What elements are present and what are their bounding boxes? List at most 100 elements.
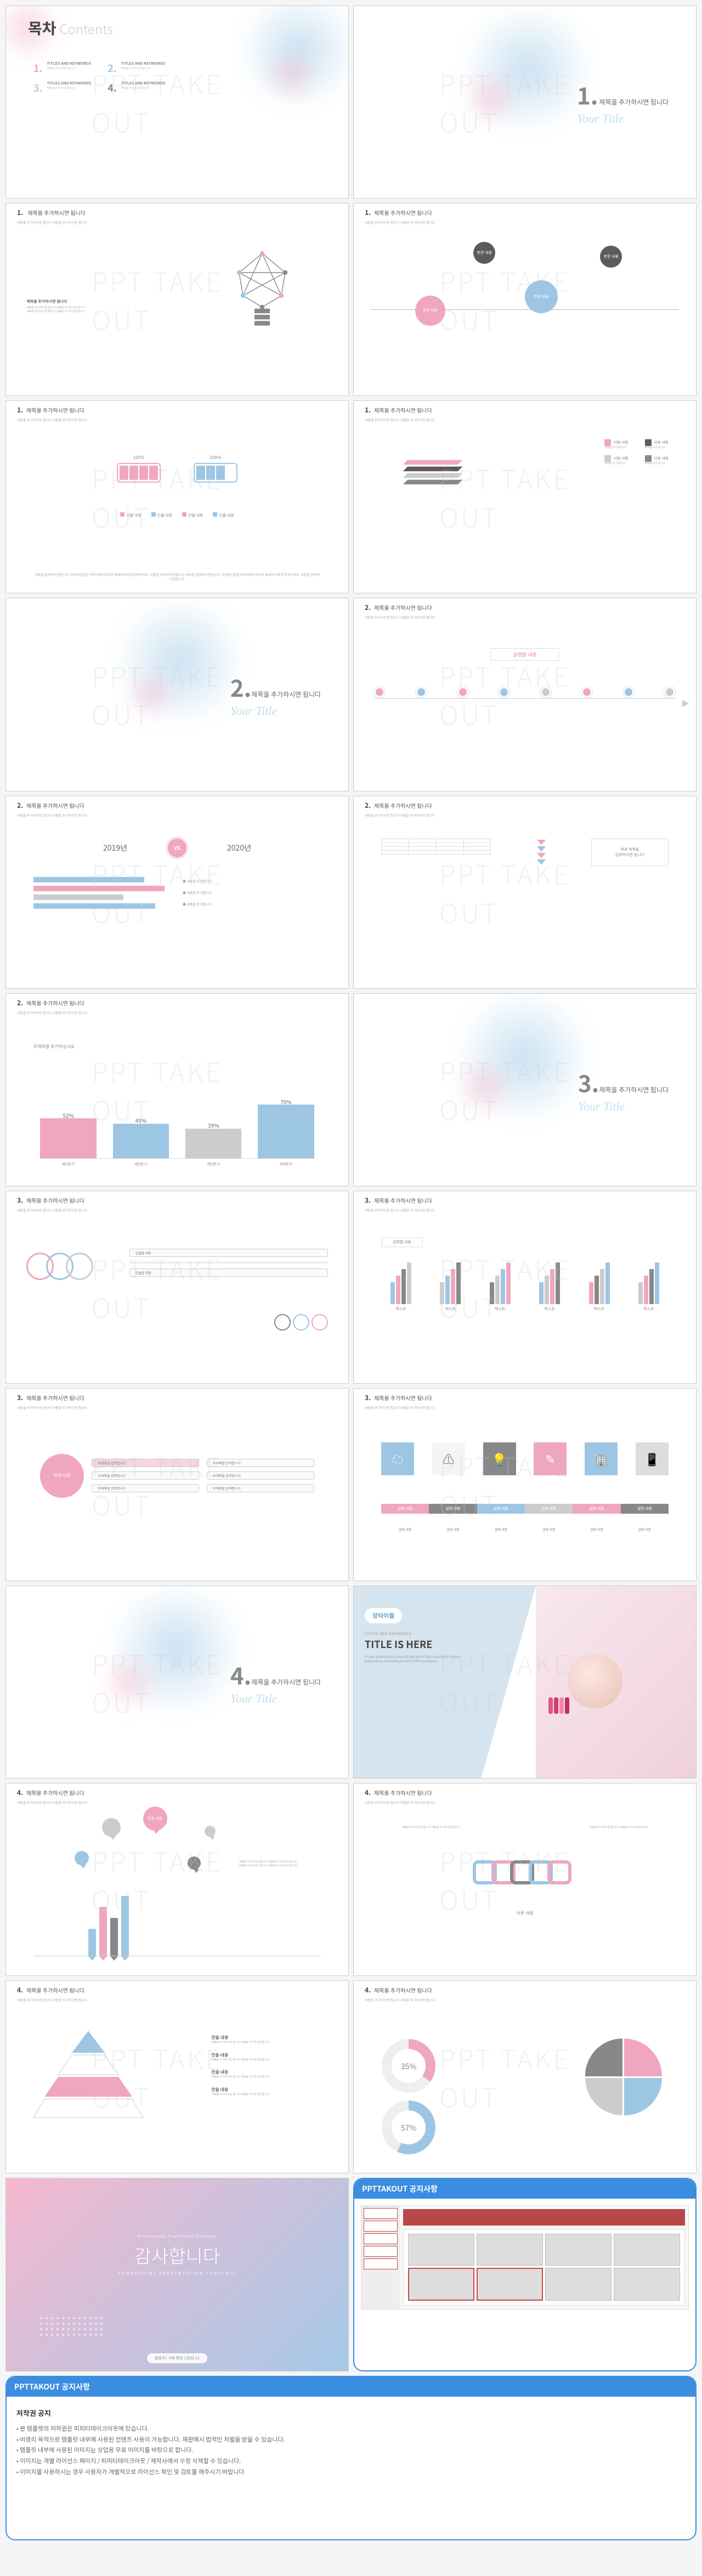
dot (46, 2323, 48, 2325)
vs-right: 2020년 (190, 842, 288, 853)
strip-label: 설명 내용 (429, 1504, 477, 1514)
slide-chapter: 장타이틀 TITLES AND KEYWORDS TITLE IS HERE P… (353, 1586, 697, 1779)
tree-branch: 부제목을 입력합니다 (92, 1459, 199, 1467)
donut-1: 35% (381, 2039, 436, 2093)
slide-timeline: 1.제목을 추가하시면 됩니다 내용을 추가하시면 됩니다 내용을 추가하시면 … (353, 203, 697, 396)
timeline-node: 본문 내용 (473, 242, 495, 264)
feature-icon: 💡 (483, 1442, 516, 1475)
toc-item: 4.TITLES AND KEYWORDS제목을 추가하시면 됩니다 (107, 81, 165, 95)
layer (403, 467, 462, 471)
dot (89, 2323, 92, 2325)
pyramid-row: 진술 내용내용을 추가하시면 됩니다 내용을 추가하시면 됩니다 (211, 2087, 321, 2097)
tree-branch: 부제목을 입력합니다 (92, 1471, 199, 1480)
icon-label: 설명 내용 (429, 1527, 477, 1532)
ppt-thumbs (361, 2206, 400, 2309)
chapter-desc: Proper preparation solves 80 percent of … (365, 1655, 474, 1664)
minibar-group: 텍스트 (431, 1260, 470, 1312)
slide-batteries: 1.제목을 추가하시면 됩니다내용을 추가하시면 됩니다 내용을 추가하시면 됩… (5, 400, 349, 593)
slide-section-3: 3.제목을 추가하시면 됩니다Your Title PPT TAKE OUT (353, 993, 697, 1186)
timeline-node: 본문 내용 (525, 280, 558, 313)
splash (266, 50, 315, 99)
dot (51, 2323, 53, 2325)
layer (403, 480, 462, 484)
slide-flow-timeline: 2.제목을 추가하시면 됩니다내용을 추가하시면 됩니다 내용을 추가하시면 됩… (353, 598, 697, 791)
chapter-sub: TITLES AND KEYWORDS (365, 1631, 525, 1636)
dot (100, 2323, 103, 2325)
bars-subtitle: 부제목을 추가하십시오 (33, 1044, 75, 1050)
feature-icon: ✎ (534, 1442, 567, 1475)
dot (40, 2328, 42, 2330)
bulb-icon (224, 246, 301, 338)
slide-bars: 2.제목을 추가하시면 됩니다내용을 추가하시면 됩니다 내용을 추가하시면 됩… (5, 993, 349, 1186)
flow-label: 진술할 내용 (129, 1249, 328, 1257)
strip-label: 설명 내용 (621, 1504, 669, 1514)
strip-label: 설명 내용 (525, 1504, 573, 1514)
notice-title: 저작권 공지 (16, 2407, 686, 2419)
dot (51, 2328, 53, 2330)
speech-bubble (188, 1856, 201, 1870)
battery-legend: 진출 내용 (182, 512, 203, 518)
flow-step (457, 687, 468, 698)
toc-item: 3.TITLES AND KEYWORDS제목을 추가하시면 됩니다 (33, 81, 91, 95)
dot (46, 2328, 48, 2330)
flow-step (623, 687, 634, 698)
dot (95, 2328, 97, 2330)
dot (84, 2317, 86, 2319)
dot (67, 2334, 70, 2336)
speech-bubble (205, 1826, 216, 1837)
battery-legend: 진출 내용 (151, 512, 172, 518)
ppt-canvas (403, 2229, 685, 2306)
batt-desc: 내용을 입력하시면됩니다. 궁금하신점은 피피티테이크아웃 홈페이지에 문의해주… (33, 573, 321, 582)
minibar-group: 텍스트 (629, 1260, 669, 1312)
layer (403, 460, 462, 465)
tree-branch: 부제목을 입력합니다 (207, 1471, 314, 1480)
dot (67, 2323, 70, 2325)
slide-title-sub: 내용을 추가하시면 됩니다 내용을 추가하시면 됩니다 (17, 220, 87, 225)
tree-root: 본문 내용 (40, 1454, 84, 1498)
dot (56, 2334, 59, 2336)
speech-bubble (102, 1818, 121, 1837)
dot (46, 2317, 48, 2319)
chapter-title: TITLE IS HERE (365, 1637, 525, 1651)
section-title: 1. 제목을 추가하시면 됩니다 Your Title (577, 78, 669, 126)
slide-tree: 3.제목을 추가하시면 됩니다내용을 추가하시면 됩니다 내용을 추가하시면 됩… (5, 1388, 349, 1581)
watermark: PPT TAKE OUT (439, 458, 610, 535)
slide-pyramid: 4.제목을 추가하시면 됩니다내용을 추가하시면 됩니다 내용을 추가하시면 됩… (5, 1980, 349, 2173)
bar: 52%제1분기 (40, 1082, 96, 1158)
flow-title: 설명할 내용 (490, 648, 559, 661)
dot (100, 2317, 103, 2319)
notice-line: • 이미지는 개별 라이선스 페이지 / 피피티테이크아웃 / 제작사에서 수정… (16, 2456, 686, 2467)
battery-legend: 진출 내용 (213, 512, 234, 518)
slide-arrows-flow: 2.제목을 추가하시면 됩니다내용을 추가하시면 됩니다 내용을 추가하시면 됩… (353, 796, 697, 989)
layer-label: 사용 내용제목을 추가합니다 (604, 439, 628, 450)
pencil-desc: 내용을 추가하시면 됩니다 내용을 추가하시면 됩니다내용을 추가하시면 됩니다… (239, 1860, 321, 1867)
layer-label: 사용 내용제목을 추가합니다 (604, 455, 628, 466)
dot (95, 2323, 97, 2325)
slide-title: 1. 제목을 추가하시면 됩니다 내용을 추가하시면 됩니다 내용을 추가하시면… (17, 208, 87, 225)
thanks-footer: 발표자 | 사용 폰트 | 2020.11 (147, 2353, 207, 2363)
slide-chain: 4.제목을 추가하시면 됩니다내용을 추가하시면 됩니다 내용을 추가하시면 됩… (353, 1783, 697, 1976)
timeline-node: 본문 내용 (415, 296, 445, 326)
icon-label: 설명 내용 (381, 1527, 429, 1532)
flow-label: 진술할 내용 (129, 1269, 328, 1277)
layer-label: 사용 내용제목을 추가합니다 (645, 455, 669, 466)
flow-step (540, 687, 551, 698)
notice-line: • 이미지를 사용하시는 경우 사용자가 개별적으로 라이선스 확인 및 검토를… (16, 2467, 686, 2478)
dot (89, 2334, 92, 2336)
thanks-text: Professional PowerPoint Template 감사합니다 P… (118, 2234, 236, 2277)
contents-heading: 목차 Contents (28, 17, 113, 39)
dot (40, 2334, 42, 2336)
icon-label: 설명 내용 (621, 1527, 669, 1532)
flow-step (581, 687, 592, 698)
layer-label: 사용 내용제목을 추가합니다 (645, 439, 669, 450)
dot (78, 2323, 81, 2325)
dot (73, 2334, 75, 2336)
icon-label: 설명 내용 (477, 1527, 525, 1532)
dot (51, 2334, 53, 2336)
slide-grid: 목차 Contents 1.TITLES AND KEYWORDS제목을 추가하… (5, 5, 697, 2540)
dot (56, 2323, 59, 2325)
chapter-badge: 장타이틀 (365, 1608, 402, 1623)
tree-branch: 부제목을 입력합니다 (207, 1459, 314, 1467)
quad-segment (585, 2039, 623, 2076)
feature-icon: ⚠ (432, 1442, 465, 1475)
